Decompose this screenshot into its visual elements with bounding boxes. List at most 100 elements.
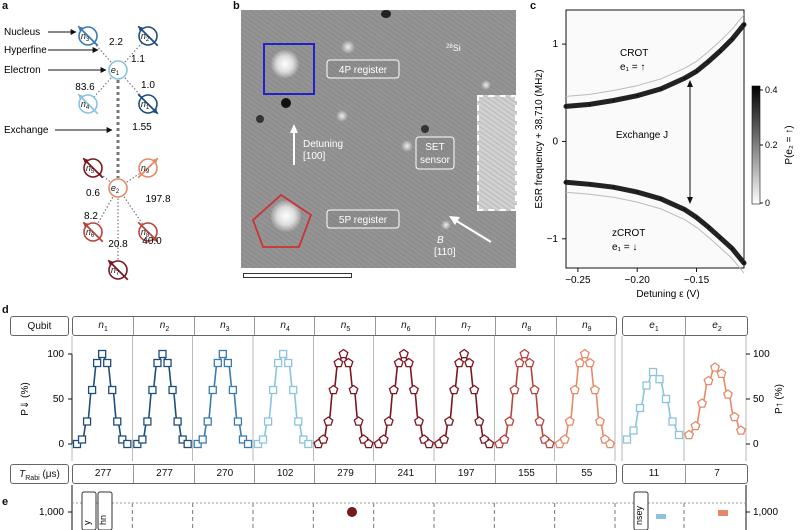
n2-label: n2 <box>141 31 150 43</box>
rabi-point-n3 <box>218 349 227 359</box>
set-box <box>415 136 455 170</box>
clipped-label-box <box>97 491 113 530</box>
set-sensor-region <box>477 95 517 211</box>
qubit-symbol: n <box>280 320 286 331</box>
isotope-label: 28Si <box>446 43 461 53</box>
trabi-value: 270 <box>193 465 255 483</box>
y-axis-label-left: P⇓ (%) <box>20 382 31 415</box>
coupling-n6: 8.2 <box>84 211 98 222</box>
data-point <box>588 183 591 186</box>
rabi-point-e2 <box>690 420 701 431</box>
clipped-label-box <box>633 491 649 530</box>
label-electron: Electron <box>4 65 41 76</box>
rabi-point-n8 <box>534 416 545 426</box>
n5-label: n5 <box>86 163 95 175</box>
n9-sub: 9 <box>146 169 150 175</box>
data-point <box>636 94 638 97</box>
coupling-n9: 197.8 <box>145 194 170 205</box>
n8-label: n8 <box>141 227 150 239</box>
dark-spot <box>281 98 291 108</box>
trabi-symbol: T <box>19 469 26 480</box>
y-tick-label-right: 0 <box>753 439 759 450</box>
rabi-point-n6 <box>393 357 404 368</box>
label-nucleus: Nucleus <box>4 27 40 38</box>
rabi-point-n5 <box>323 416 334 426</box>
scale-bar <box>243 273 352 278</box>
qubit-index: 1 <box>654 326 659 333</box>
n8-spin-arrow <box>152 236 158 242</box>
4p-register-box <box>326 59 400 79</box>
qubit-label: Qubit <box>27 321 52 332</box>
trabi-value: 279 <box>314 465 375 483</box>
n4-sub: 4 <box>86 105 90 111</box>
data-point <box>683 208 686 211</box>
electron-trabi-row: 11 7 <box>622 464 748 484</box>
data-marker-e2 <box>718 510 728 516</box>
qubit-index: 7 <box>466 326 471 333</box>
rabi-point-e2 <box>703 375 714 386</box>
rabi-point-n3 <box>193 439 202 449</box>
rabi-point-n9 <box>579 348 590 359</box>
n6-label: n6 <box>86 227 95 239</box>
clipped-label: hn <box>98 515 108 525</box>
panel-d-rabi-chart: 100 100 50 50 0 0 P⇓ (%) P↑ (%) <box>20 336 785 461</box>
rabi-point-e2 <box>683 429 695 440</box>
y-tick-label: −1 <box>547 234 559 245</box>
panel-c-chart: −0.25 −0.20 −0.15 1 0 −1 Detuning ε (V) ESR fre… <box>534 9 795 300</box>
exchange-label: Exchange J <box>616 130 668 141</box>
rabi-point-n4 <box>258 435 268 444</box>
coupling-line <box>117 167 149 189</box>
panel-a-diagram: n3 n2 n4 n1 e1 n5 n9 e2 n6 n8 n7 2.2 1.1 83.6 1.0 1.55 0… <box>4 25 171 281</box>
field-dir: [110] <box>434 247 456 258</box>
rabi-point-n8 <box>499 434 510 444</box>
rabi-point-n4 <box>279 349 288 359</box>
qubit-header-cell: Qubit <box>10 316 69 336</box>
y-tick-label-left: 50 <box>53 394 65 405</box>
y-tick-label-left: 100 <box>47 349 64 360</box>
trabi-value: 277 <box>133 465 194 483</box>
rabi-point-n6 <box>423 438 435 449</box>
rabi-point-n2 <box>183 439 192 449</box>
n5-spin-arrow <box>83 158 89 164</box>
rabi-point-e1 <box>674 430 684 440</box>
detuning-label: Detuning <box>303 139 343 150</box>
n6-spin-arrow <box>83 222 89 228</box>
data-point <box>588 103 591 106</box>
qubit-n1: n1 <box>73 317 133 335</box>
rabi-point-n6 <box>388 384 399 395</box>
cbar-tick-label: 0 <box>765 198 770 208</box>
4p-register-label: 4P register <box>339 65 388 76</box>
rabi-point-n7 <box>459 348 470 359</box>
set-label-1: SET <box>425 142 444 153</box>
field-arrow-line <box>454 219 492 243</box>
rabi-point-n9 <box>594 416 605 426</box>
rabi-point-e2 <box>709 362 721 372</box>
rabi-point-n5 <box>363 438 374 449</box>
rabi-point-n1 <box>123 439 132 449</box>
y-tick-label-right: 50 <box>753 394 765 405</box>
data-point <box>565 105 567 108</box>
rabi-point-e1 <box>668 417 677 426</box>
n1-spin-arrow <box>152 108 158 114</box>
rabi-point-n6 <box>403 357 414 368</box>
rabi-point-n6 <box>378 434 389 444</box>
n2-spin-arrow <box>138 26 144 32</box>
data-point <box>683 77 686 79</box>
n3-spin-arrow <box>78 26 84 32</box>
rabi-point-n3 <box>228 385 238 395</box>
rabi-point-n5 <box>353 416 364 426</box>
qubit-index: 1 <box>103 326 108 333</box>
cbar-tick-label: 0.2 <box>765 140 778 150</box>
rabi-point-e1 <box>642 381 651 390</box>
qubit-index: 4 <box>285 326 290 333</box>
rabi-point-n7 <box>439 434 450 444</box>
qubit-n5: n5 <box>314 317 375 335</box>
n9-label: n9 <box>141 163 150 175</box>
cbar-label: P(e₂ = ↑) <box>784 125 795 164</box>
rabi-point-n3 <box>223 358 233 368</box>
zcrot-state: e₁ = ↓ <box>612 242 637 253</box>
rabi-point-n9 <box>604 438 616 449</box>
n1-sub: 1 <box>146 105 150 111</box>
rabi-point-e1 <box>635 403 645 413</box>
ghost-line <box>565 14 745 97</box>
